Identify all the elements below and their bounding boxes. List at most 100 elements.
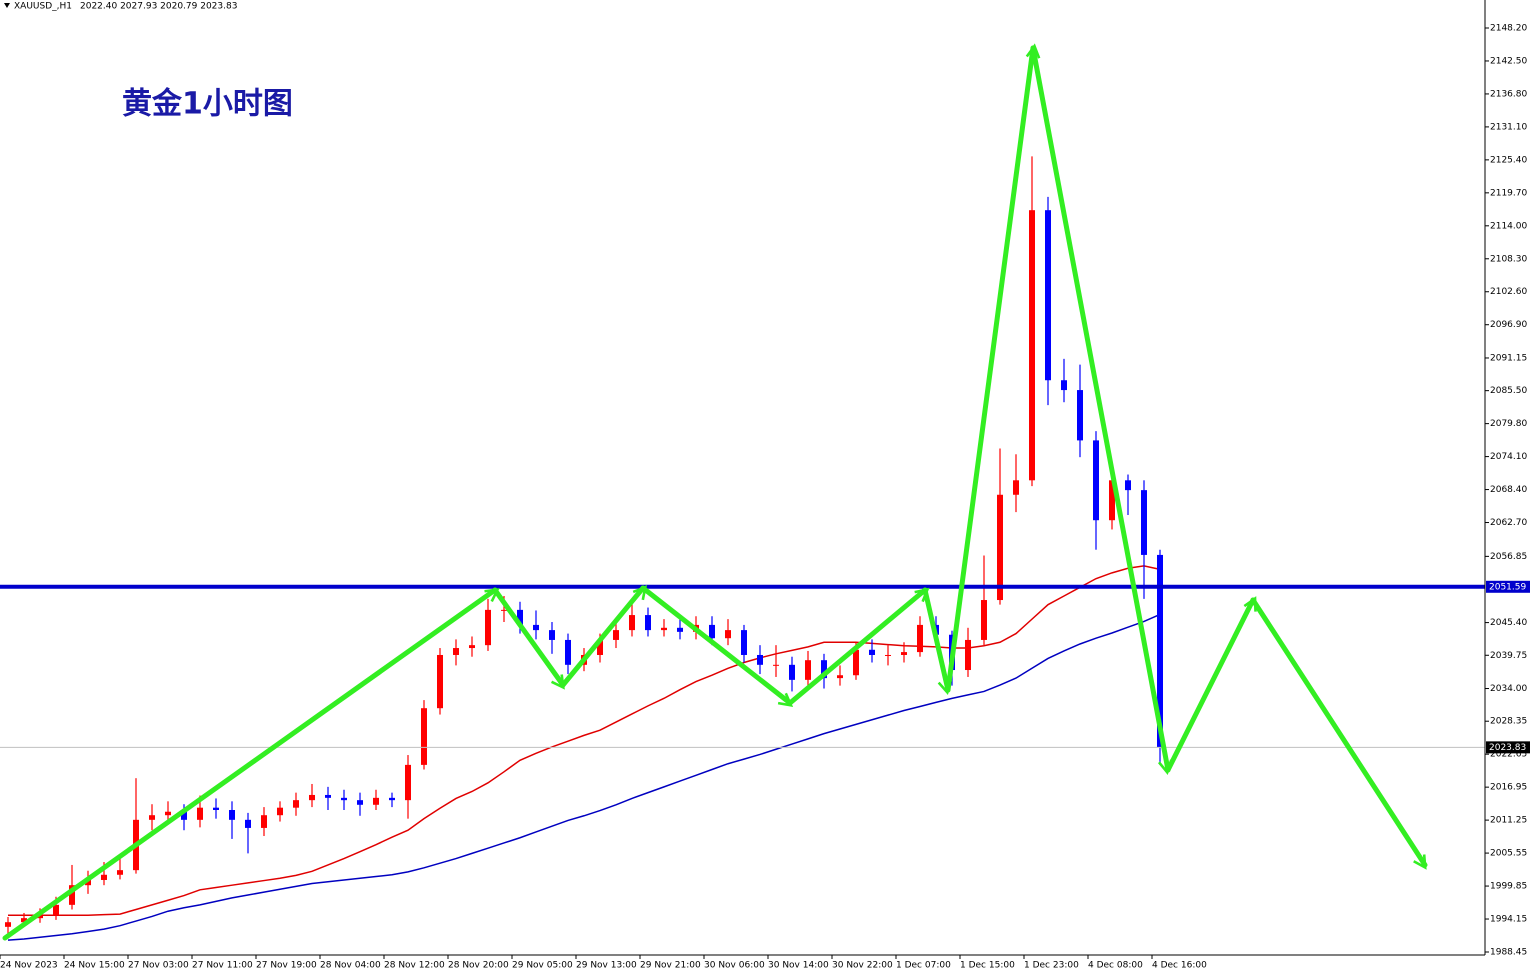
arrow xyxy=(640,585,794,707)
y-tick-label: 2125.40 xyxy=(1490,155,1527,165)
y-tick-label: 2039.75 xyxy=(1490,651,1527,661)
y-tick-label: 1988.45 xyxy=(1490,947,1527,957)
arrow xyxy=(1250,597,1428,870)
candle-body xyxy=(773,664,779,666)
y-tick-label: 2085.50 xyxy=(1490,386,1527,396)
candle-body xyxy=(1157,554,1163,748)
candle-body xyxy=(165,811,171,816)
x-tick-label: 27 Nov 19:00 xyxy=(256,961,317,971)
candle-body xyxy=(629,615,635,631)
level-box xyxy=(1486,580,1530,593)
candle-body xyxy=(517,609,523,625)
candle-body xyxy=(1061,380,1067,391)
candle-body xyxy=(741,630,747,655)
y-tick-label: 2148.20 xyxy=(1490,23,1527,33)
candle-body xyxy=(117,870,123,875)
candle-body xyxy=(101,874,107,880)
candle-body xyxy=(181,811,187,820)
level-layer: 2023.83 2051.59 xyxy=(0,580,1530,754)
candle-body xyxy=(325,794,331,798)
candle-body xyxy=(37,915,43,919)
candle-body xyxy=(549,630,555,640)
candle-body xyxy=(661,627,667,631)
y-tick-label: 2011.25 xyxy=(1490,816,1527,826)
y-tick-label: 2028.35 xyxy=(1490,717,1527,727)
y-tick-label: 2119.70 xyxy=(1490,188,1527,198)
candle-body xyxy=(1029,210,1035,481)
arrow xyxy=(492,587,566,690)
candle-body xyxy=(1125,480,1131,491)
candle-body xyxy=(69,885,75,905)
y-tick-label: 2131.10 xyxy=(1490,122,1527,132)
y-tick-label: 2045.40 xyxy=(1490,618,1527,628)
candle-body xyxy=(725,630,731,639)
y-tick-label: 2022.65 xyxy=(1490,750,1527,760)
candle-body xyxy=(1013,480,1019,495)
menu-triangle xyxy=(4,3,10,8)
candle-body xyxy=(485,609,491,646)
moving-average xyxy=(7,613,1161,941)
candle-body xyxy=(469,645,475,649)
candle-body xyxy=(645,615,651,631)
arrow xyxy=(922,587,953,696)
arrow xyxy=(2,587,500,941)
arrow xyxy=(560,585,648,688)
candle-body xyxy=(405,764,411,801)
x-tick-label: 27 Nov 03:00 xyxy=(128,961,189,971)
candle-body xyxy=(309,794,315,801)
symbol: XAUUSD_,H1 xyxy=(14,2,72,12)
candle-body xyxy=(917,624,923,653)
x-tick-label: 4 Dec 08:00 xyxy=(1088,961,1143,971)
candle-body xyxy=(501,609,507,611)
x-tick-label: 28 Nov 20:00 xyxy=(448,961,509,971)
candle-body xyxy=(85,879,91,886)
annotation: 黄金1小时图 xyxy=(122,87,293,122)
y-tick-label: 1999.85 xyxy=(1490,882,1527,892)
arrow xyxy=(787,587,930,706)
x-tick-label: 30 Nov 22:00 xyxy=(832,961,893,971)
candle-body xyxy=(1045,210,1051,381)
level-label: 2051.59 xyxy=(1489,582,1526,592)
candle-body xyxy=(421,708,427,765)
current-price-box xyxy=(1486,741,1530,754)
y-tick-label: 2062.70 xyxy=(1490,518,1527,528)
y-tick-label: 2091.15 xyxy=(1490,353,1527,363)
x-tick-label: 24 Nov 15:00 xyxy=(64,961,125,971)
y-tick-label: 2102.60 xyxy=(1490,287,1527,297)
candle-body xyxy=(533,624,539,631)
candle-body xyxy=(597,639,603,655)
candle-body xyxy=(437,654,443,709)
candle-body xyxy=(53,904,59,916)
candle-body xyxy=(277,807,283,816)
candle-body xyxy=(389,797,395,801)
x-tick-label: 30 Nov 14:00 xyxy=(768,961,829,971)
candle-body xyxy=(373,797,379,805)
y-tick-label: 2142.50 xyxy=(1490,56,1527,66)
candle-body xyxy=(21,918,27,923)
y-tick-label: 1994.15 xyxy=(1490,915,1527,925)
candle-body xyxy=(853,649,859,676)
x-tick-label: 29 Nov 05:00 xyxy=(512,961,573,971)
candle-body xyxy=(357,800,363,805)
candle-body xyxy=(293,800,299,808)
x-tick-label: 27 Nov 11:00 xyxy=(192,961,253,971)
ohlc-header: 2022.40 2027.93 2020.79 2023.83 xyxy=(80,2,237,12)
candle-body xyxy=(677,627,683,632)
current-price-label: 2023.83 xyxy=(1489,743,1526,753)
x-tick-label: 4 Dec 16:00 xyxy=(1152,961,1207,971)
x-tick-label: 28 Nov 04:00 xyxy=(320,961,381,971)
candle-body xyxy=(453,648,459,655)
y-tick-label: 2056.85 xyxy=(1490,552,1527,562)
x-tick-label: 29 Nov 13:00 xyxy=(576,961,637,971)
candle-body xyxy=(149,815,155,820)
candle-body xyxy=(1093,440,1099,521)
candle-body xyxy=(757,654,763,665)
candle-body xyxy=(565,639,571,665)
y-tick-label: 2079.80 xyxy=(1490,419,1527,429)
y-tick-label: 2016.95 xyxy=(1490,783,1527,793)
x-tick-label: 1 Dec 23:00 xyxy=(1024,961,1079,971)
candle-body xyxy=(197,807,203,820)
candle-body xyxy=(229,809,235,820)
green-arrows xyxy=(2,43,1428,941)
y-tick-label: 2096.90 xyxy=(1490,320,1527,330)
